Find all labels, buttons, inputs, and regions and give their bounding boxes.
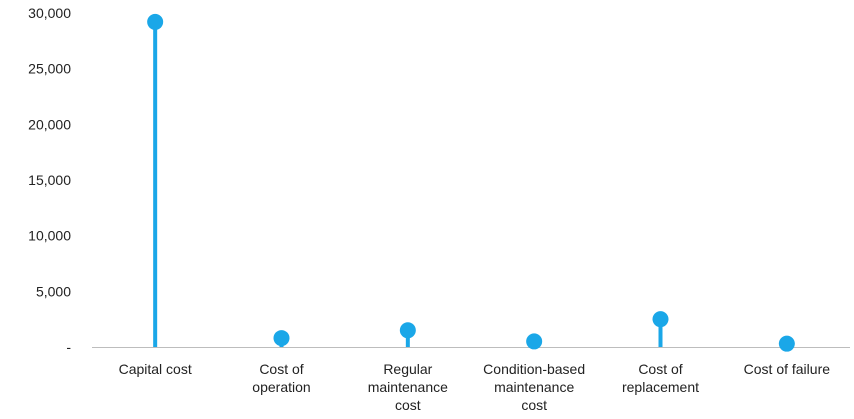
x-category-label-line: cost xyxy=(521,397,547,413)
y-tick-label: 5,000 xyxy=(36,283,71,299)
y-tick-label: 15,000 xyxy=(28,172,71,188)
x-axis-labels: Capital cost Cost of operation Regular maint… xyxy=(119,361,831,413)
lollipop-dot xyxy=(778,335,795,352)
x-category-label-line: Cost of failure xyxy=(744,361,831,377)
x-category-label: Cost of replacement xyxy=(622,361,699,395)
x-category-label: Regular maintenance cost xyxy=(368,361,448,413)
x-category-label-line: operation xyxy=(252,379,310,395)
x-category-label-line: Capital cost xyxy=(119,361,192,377)
chart-marks xyxy=(147,13,795,352)
lollipop-dot xyxy=(652,311,669,328)
x-category-label-line: maintenance xyxy=(494,379,574,395)
x-category-label: Capital cost xyxy=(119,361,192,377)
y-tick-label: 20,000 xyxy=(28,116,71,132)
x-category-label: Cost of operation xyxy=(252,361,310,395)
x-category-label: Cost of failure xyxy=(744,361,831,377)
y-tick-label: - xyxy=(66,339,71,355)
x-category-label-line: cost xyxy=(395,397,421,413)
x-category-label-line: maintenance xyxy=(368,379,448,395)
x-category-label-line: Regular xyxy=(383,361,432,377)
lollipop-dot xyxy=(526,333,543,350)
y-tick-label: 30,000 xyxy=(28,5,71,21)
x-category-label-line: Condition-based xyxy=(483,361,585,377)
x-category-label-line: Cost of xyxy=(259,361,303,377)
lollipop-dot xyxy=(399,322,416,339)
x-category-label-line: replacement xyxy=(622,379,699,395)
y-axis: - 5,000 10,000 15,000 20,000 25,000 30,000 xyxy=(28,5,71,355)
x-category-label: Condition-based maintenance cost xyxy=(483,361,585,413)
lollipop-dot xyxy=(273,330,290,347)
lollipop-dot xyxy=(147,13,164,30)
y-tick-label: 25,000 xyxy=(28,61,71,77)
y-tick-label: 10,000 xyxy=(28,228,71,244)
x-category-label-line: Cost of xyxy=(638,361,682,377)
